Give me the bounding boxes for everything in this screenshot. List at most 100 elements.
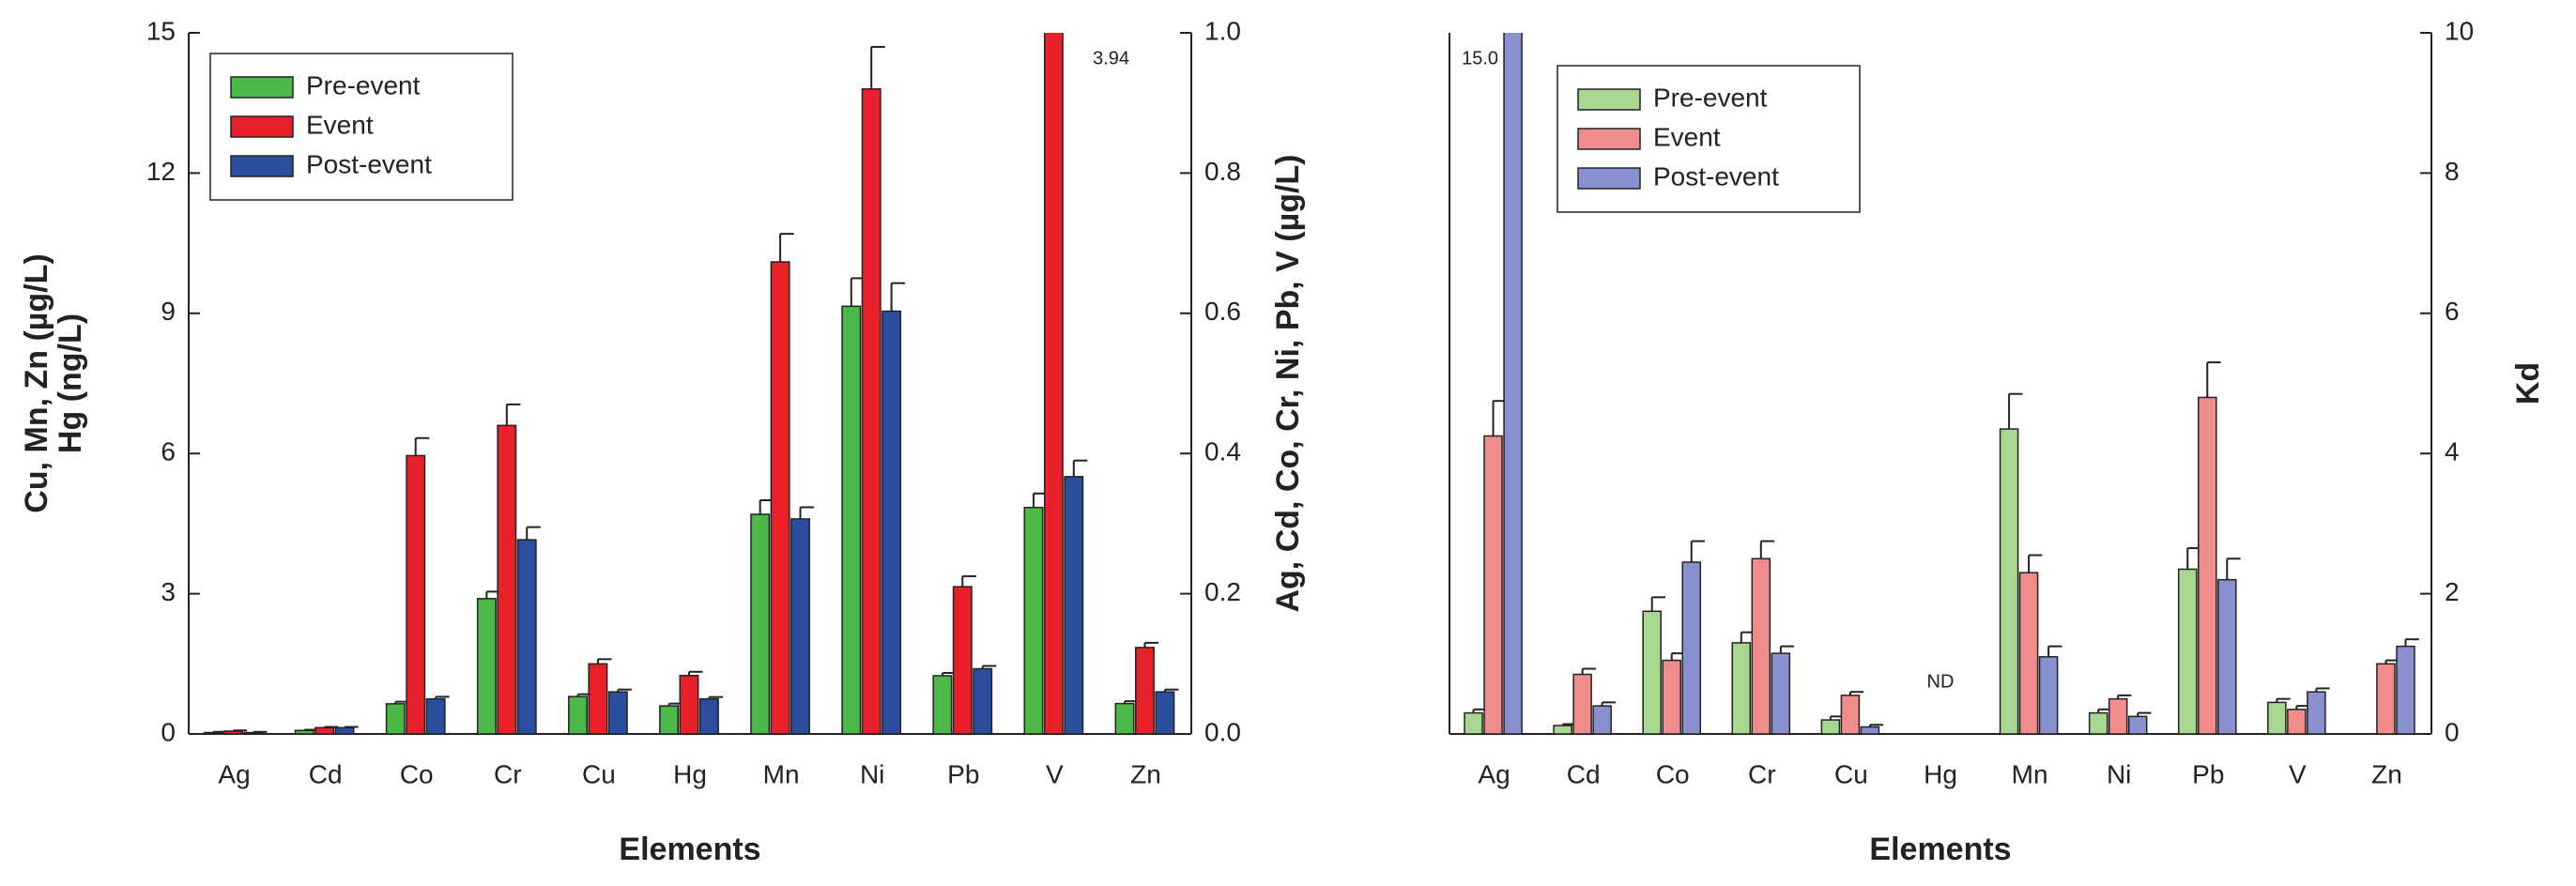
bar: [1662, 659, 1681, 734]
bar: [1681, 561, 1702, 734]
bar: [1064, 476, 1084, 734]
bar: [2267, 701, 2287, 734]
bar: [1642, 610, 1662, 734]
x-tick-label: Cu: [582, 759, 616, 788]
y-tick-label: 3: [161, 577, 176, 606]
x-tick-label: Cr: [1748, 759, 1776, 788]
bar: [2287, 709, 2307, 734]
bar: [2018, 572, 2039, 734]
x-tick-label: Cd: [1567, 759, 1601, 788]
bar: [314, 726, 335, 734]
y-tick-label: 4: [2445, 437, 2460, 466]
bar: [2217, 578, 2237, 734]
y-tick-label: 0: [2445, 717, 2460, 746]
x-tick-label: Co: [1656, 759, 1690, 788]
bar: [1464, 711, 1483, 734]
y-tick-label: 8: [2445, 157, 2460, 186]
y-tick-label: 1.0: [1204, 16, 1241, 45]
y-axis-title: Kd: [2510, 362, 2546, 405]
bar: [1820, 719, 1841, 734]
x-tick-label: V: [1046, 759, 1064, 788]
bar: [1771, 652, 1791, 734]
chart: 0 3 6 9 12 15 0.0 0.2 0.4 0.6 0.8 1.0 Cu, Mn, Zn (µg…: [19, 16, 1306, 867]
bar: [1023, 506, 1044, 734]
x-tick-label: Mn: [763, 759, 800, 788]
y-tick-label: 2: [2445, 577, 2460, 606]
legend-label: Pre-event: [306, 70, 421, 99]
x-tick-label: Ni: [2107, 759, 2131, 788]
bar: [2376, 663, 2396, 734]
bar: [425, 697, 446, 734]
legend-label: Post-event: [306, 149, 432, 178]
x-axis-title: Elements: [619, 832, 760, 867]
bar: [861, 88, 882, 734]
bar: [516, 539, 537, 734]
bar: [2396, 645, 2415, 734]
bar: [1860, 726, 1880, 734]
bar: [406, 454, 426, 734]
bar: [2127, 715, 2148, 734]
bar: [1043, 33, 1064, 734]
bar: [679, 675, 699, 734]
x-tick-label: Ag: [1478, 759, 1510, 788]
x-tick-label: Cr: [494, 759, 522, 788]
y-tick-label: 0.0: [1204, 717, 1241, 746]
legend-label: Post-event: [1653, 161, 1779, 191]
bar: [750, 513, 771, 734]
x-tick-label: Cd: [309, 759, 343, 788]
legend-label: Pre-event: [1653, 83, 1768, 112]
bar: [790, 518, 810, 734]
x-tick-label: Pb: [947, 759, 979, 788]
x-tick-label: Ni: [860, 759, 884, 788]
y-tick-label: 15: [146, 16, 176, 45]
bar: [2038, 656, 2059, 734]
y-tick-label: 0.4: [1204, 437, 1241, 466]
bar: [932, 675, 953, 734]
bar: [973, 667, 993, 734]
annotation: ND: [1927, 671, 1955, 692]
annotation: 15.0: [1462, 48, 1498, 69]
bar: [1155, 691, 1175, 734]
bar: [1731, 642, 1752, 734]
bar: [294, 729, 314, 734]
bar: [770, 261, 790, 734]
bar: [1114, 702, 1135, 734]
bar: [385, 703, 406, 734]
bar: [568, 695, 588, 734]
bar: [497, 424, 517, 734]
bar: [1503, 33, 1523, 734]
bar: [841, 305, 862, 734]
x-tick-label: Hg: [673, 759, 707, 788]
y-axis-title: Cu, Mn, Zn (µg/L): [19, 253, 54, 512]
bar: [2198, 396, 2217, 734]
bar: [1840, 695, 1861, 734]
chart: 0 2 4 6 8 10 Kd Elements Ag Cd Co Cr Cu Hg Mn Ni Pb V Zn 15…: [1449, 16, 2546, 867]
x-tick-label: Co: [400, 759, 434, 788]
x-tick-label: Hg: [1924, 759, 1957, 788]
x-tick-label: Zn: [1130, 759, 1161, 788]
bar: [607, 691, 628, 734]
bar: [2088, 711, 2108, 734]
bar: [952, 586, 973, 734]
bar: [882, 310, 902, 734]
y-tick-label: 10: [2445, 16, 2474, 45]
bar: [2108, 697, 2128, 734]
x-axis-title: Elements: [1869, 832, 2011, 867]
x-tick-label: Ag: [218, 759, 250, 788]
legend-swatch: [230, 115, 294, 138]
y-tick-label: 6: [2445, 297, 2460, 326]
x-tick-label: Zn: [2371, 759, 2402, 788]
bar: [223, 730, 244, 734]
bar: [1572, 673, 1592, 734]
x-tick-label: Cu: [1834, 759, 1868, 788]
bar: [2307, 691, 2326, 734]
bar: [659, 705, 680, 734]
bar: [698, 697, 719, 734]
legend-swatch: [1577, 88, 1641, 111]
x-tick-label: V: [2289, 759, 2307, 788]
legend-swatch: [230, 76, 294, 99]
bar: [1553, 725, 1572, 734]
y-tick-label: 9: [161, 297, 176, 326]
legend-swatch: [1577, 128, 1641, 150]
